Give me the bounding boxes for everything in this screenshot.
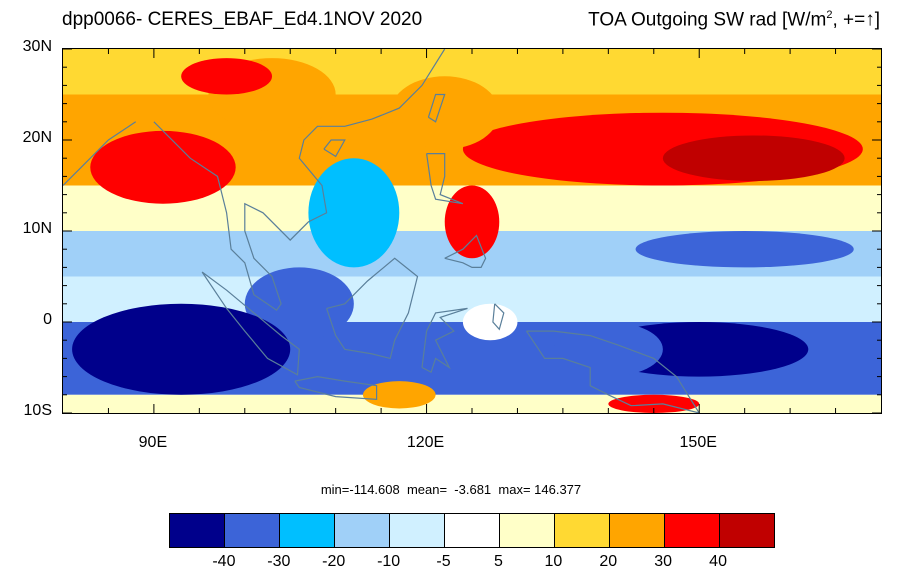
- variable-title-close: ]: [874, 9, 880, 31]
- colorbar-box: [720, 514, 774, 547]
- colorbar-label: 5: [494, 553, 503, 570]
- colorbar-box: [555, 514, 610, 547]
- colorbar-label: 10: [544, 553, 563, 570]
- coastline-hainan: [323, 139, 346, 158]
- colorbar-box: [610, 514, 665, 547]
- strong-positive-anomaly-pacific: [662, 135, 845, 181]
- positive-anomaly-java: [362, 381, 436, 409]
- unit-exponent: 2: [826, 9, 833, 21]
- colorbar-box: [225, 514, 280, 547]
- colorbar-box: [335, 514, 390, 547]
- colorbar-label: -40: [212, 553, 236, 570]
- lon-label: 120E: [406, 434, 445, 451]
- colorbar-label: 40: [709, 553, 727, 570]
- variable-title-suffix: , +=: [832, 9, 866, 31]
- colorbar-label: -20: [322, 553, 346, 570]
- coastline-sulawesi: [421, 307, 468, 373]
- colorbar-label: 20: [599, 553, 618, 570]
- lat-label: 10S: [23, 402, 52, 419]
- strong-negative-anomaly-indian-ocean: [72, 303, 291, 395]
- lat-label: 20N: [22, 129, 52, 146]
- coastline-java: [294, 375, 378, 401]
- statistics-line: min=-114.608 mean= -3.681 max= 146.377: [320, 482, 582, 497]
- positive-anomaly-philippines: [444, 185, 500, 259]
- coastline-luzon: [426, 153, 464, 205]
- negative-anomaly-malaysia: [244, 267, 354, 341]
- negative-anomaly-pacific-itcz: [635, 231, 854, 268]
- colorbar-label: 30: [654, 553, 673, 570]
- colorbar-box: [170, 514, 225, 547]
- coastline-mindanao: [444, 234, 487, 268]
- coastline-india: [63, 121, 137, 186]
- lat-label: 30N: [22, 38, 52, 55]
- colorbar-label: -10: [377, 553, 401, 570]
- lon-label: 150E: [679, 434, 717, 451]
- positive-anomaly-myanmar: [181, 58, 273, 95]
- coastline-new-guinea: [526, 330, 700, 413]
- lon-label: 90E: [138, 434, 168, 451]
- colorbar-box: [280, 514, 335, 547]
- positive-anomaly-south-china: [390, 76, 500, 150]
- coastline-halmahera: [492, 303, 505, 331]
- colorbar-label: -30: [267, 553, 291, 570]
- lat-label: 10N: [22, 220, 52, 237]
- up-arrow-icon: ↑: [865, 9, 875, 31]
- coastline-sumatra: [201, 271, 300, 376]
- colorbar: [169, 513, 775, 548]
- coastline-taiwan: [427, 93, 446, 123]
- anomaly-map: [62, 48, 882, 414]
- negative-anomaly-south-china-sea: [308, 158, 400, 268]
- variable-title: TOA Outgoing SW rad [W/m2, +=↑]: [588, 9, 880, 31]
- neutral-anomaly-sulawesi: [462, 303, 518, 341]
- colorbar-label: -5: [436, 553, 451, 570]
- map-title: dpp0066- CERES_EBAF_Ed4.1NOV 2020: [62, 9, 423, 30]
- map-canvas: [63, 49, 881, 413]
- colorbar-box: [390, 514, 445, 547]
- positive-anomaly-bay-of-bengal: [90, 130, 236, 204]
- lat-label: 0: [43, 311, 52, 328]
- coastline-indochina: [153, 49, 446, 312]
- variable-title-prefix: TOA Outgoing SW rad [W/m: [588, 9, 827, 31]
- coastline-borneo: [326, 257, 419, 360]
- colorbar-box: [665, 514, 720, 547]
- negative-anomaly-new-guinea: [553, 322, 663, 377]
- colorbar-box: [500, 514, 555, 547]
- colorbar-box: [445, 514, 500, 547]
